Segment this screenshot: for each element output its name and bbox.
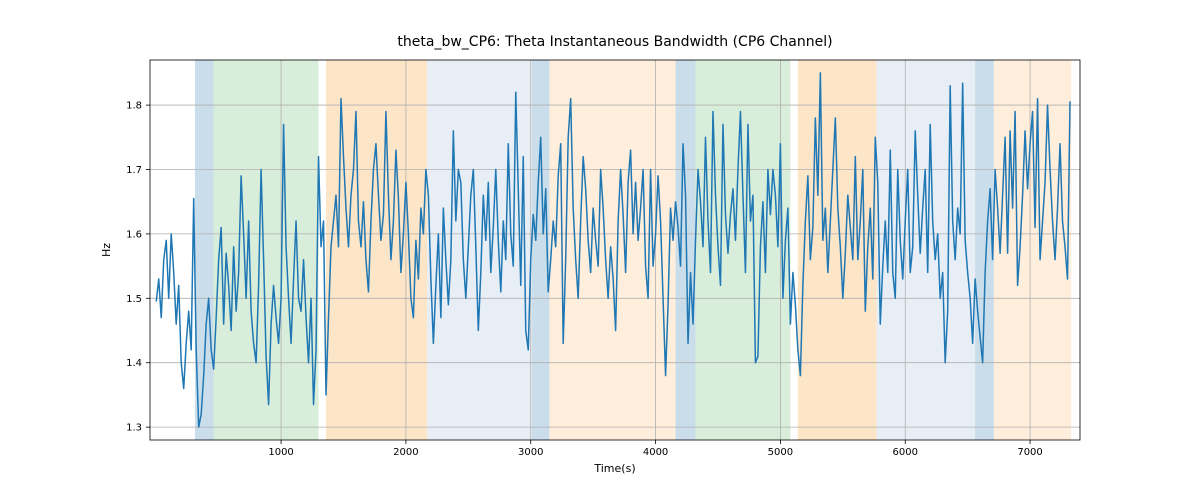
x-tick-label: 7000 [1017,447,1042,458]
band [214,60,319,440]
line-chart: 1000 2000 3000 4000 5000 6000 7000 1.3 1.4 1.5 1.6… [0,0,1200,500]
y-ticks: 1.3 1.4 1.5 1.6 1.7 1.8 [126,101,150,434]
x-tick-label: 2000 [393,447,418,458]
y-tick-label: 1.8 [126,101,142,112]
band [877,60,976,440]
y-tick-label: 1.7 [126,165,142,176]
chart-container: 1000 2000 3000 4000 5000 6000 7000 1.3 1.4 1.5 1.6… [0,0,1200,500]
x-tick-label: 5000 [768,447,793,458]
x-tick-label: 4000 [643,447,668,458]
x-axis-label: Time(s) [593,462,635,475]
x-tick-label: 6000 [893,447,918,458]
band [676,60,696,440]
x-tick-label: 1000 [268,447,293,458]
chart-title: theta_bw_CP6: Theta Instantaneous Bandwi… [397,34,832,50]
y-tick-label: 1.3 [126,423,142,434]
y-tick-label: 1.4 [126,358,142,369]
band [975,60,994,440]
y-axis-label: Hz [100,243,113,257]
x-tick-label: 3000 [518,447,543,458]
x-ticks: 1000 2000 3000 4000 5000 6000 7000 [268,440,1042,458]
y-tick-label: 1.5 [126,294,142,305]
band [549,60,675,440]
y-tick-label: 1.6 [126,229,142,240]
